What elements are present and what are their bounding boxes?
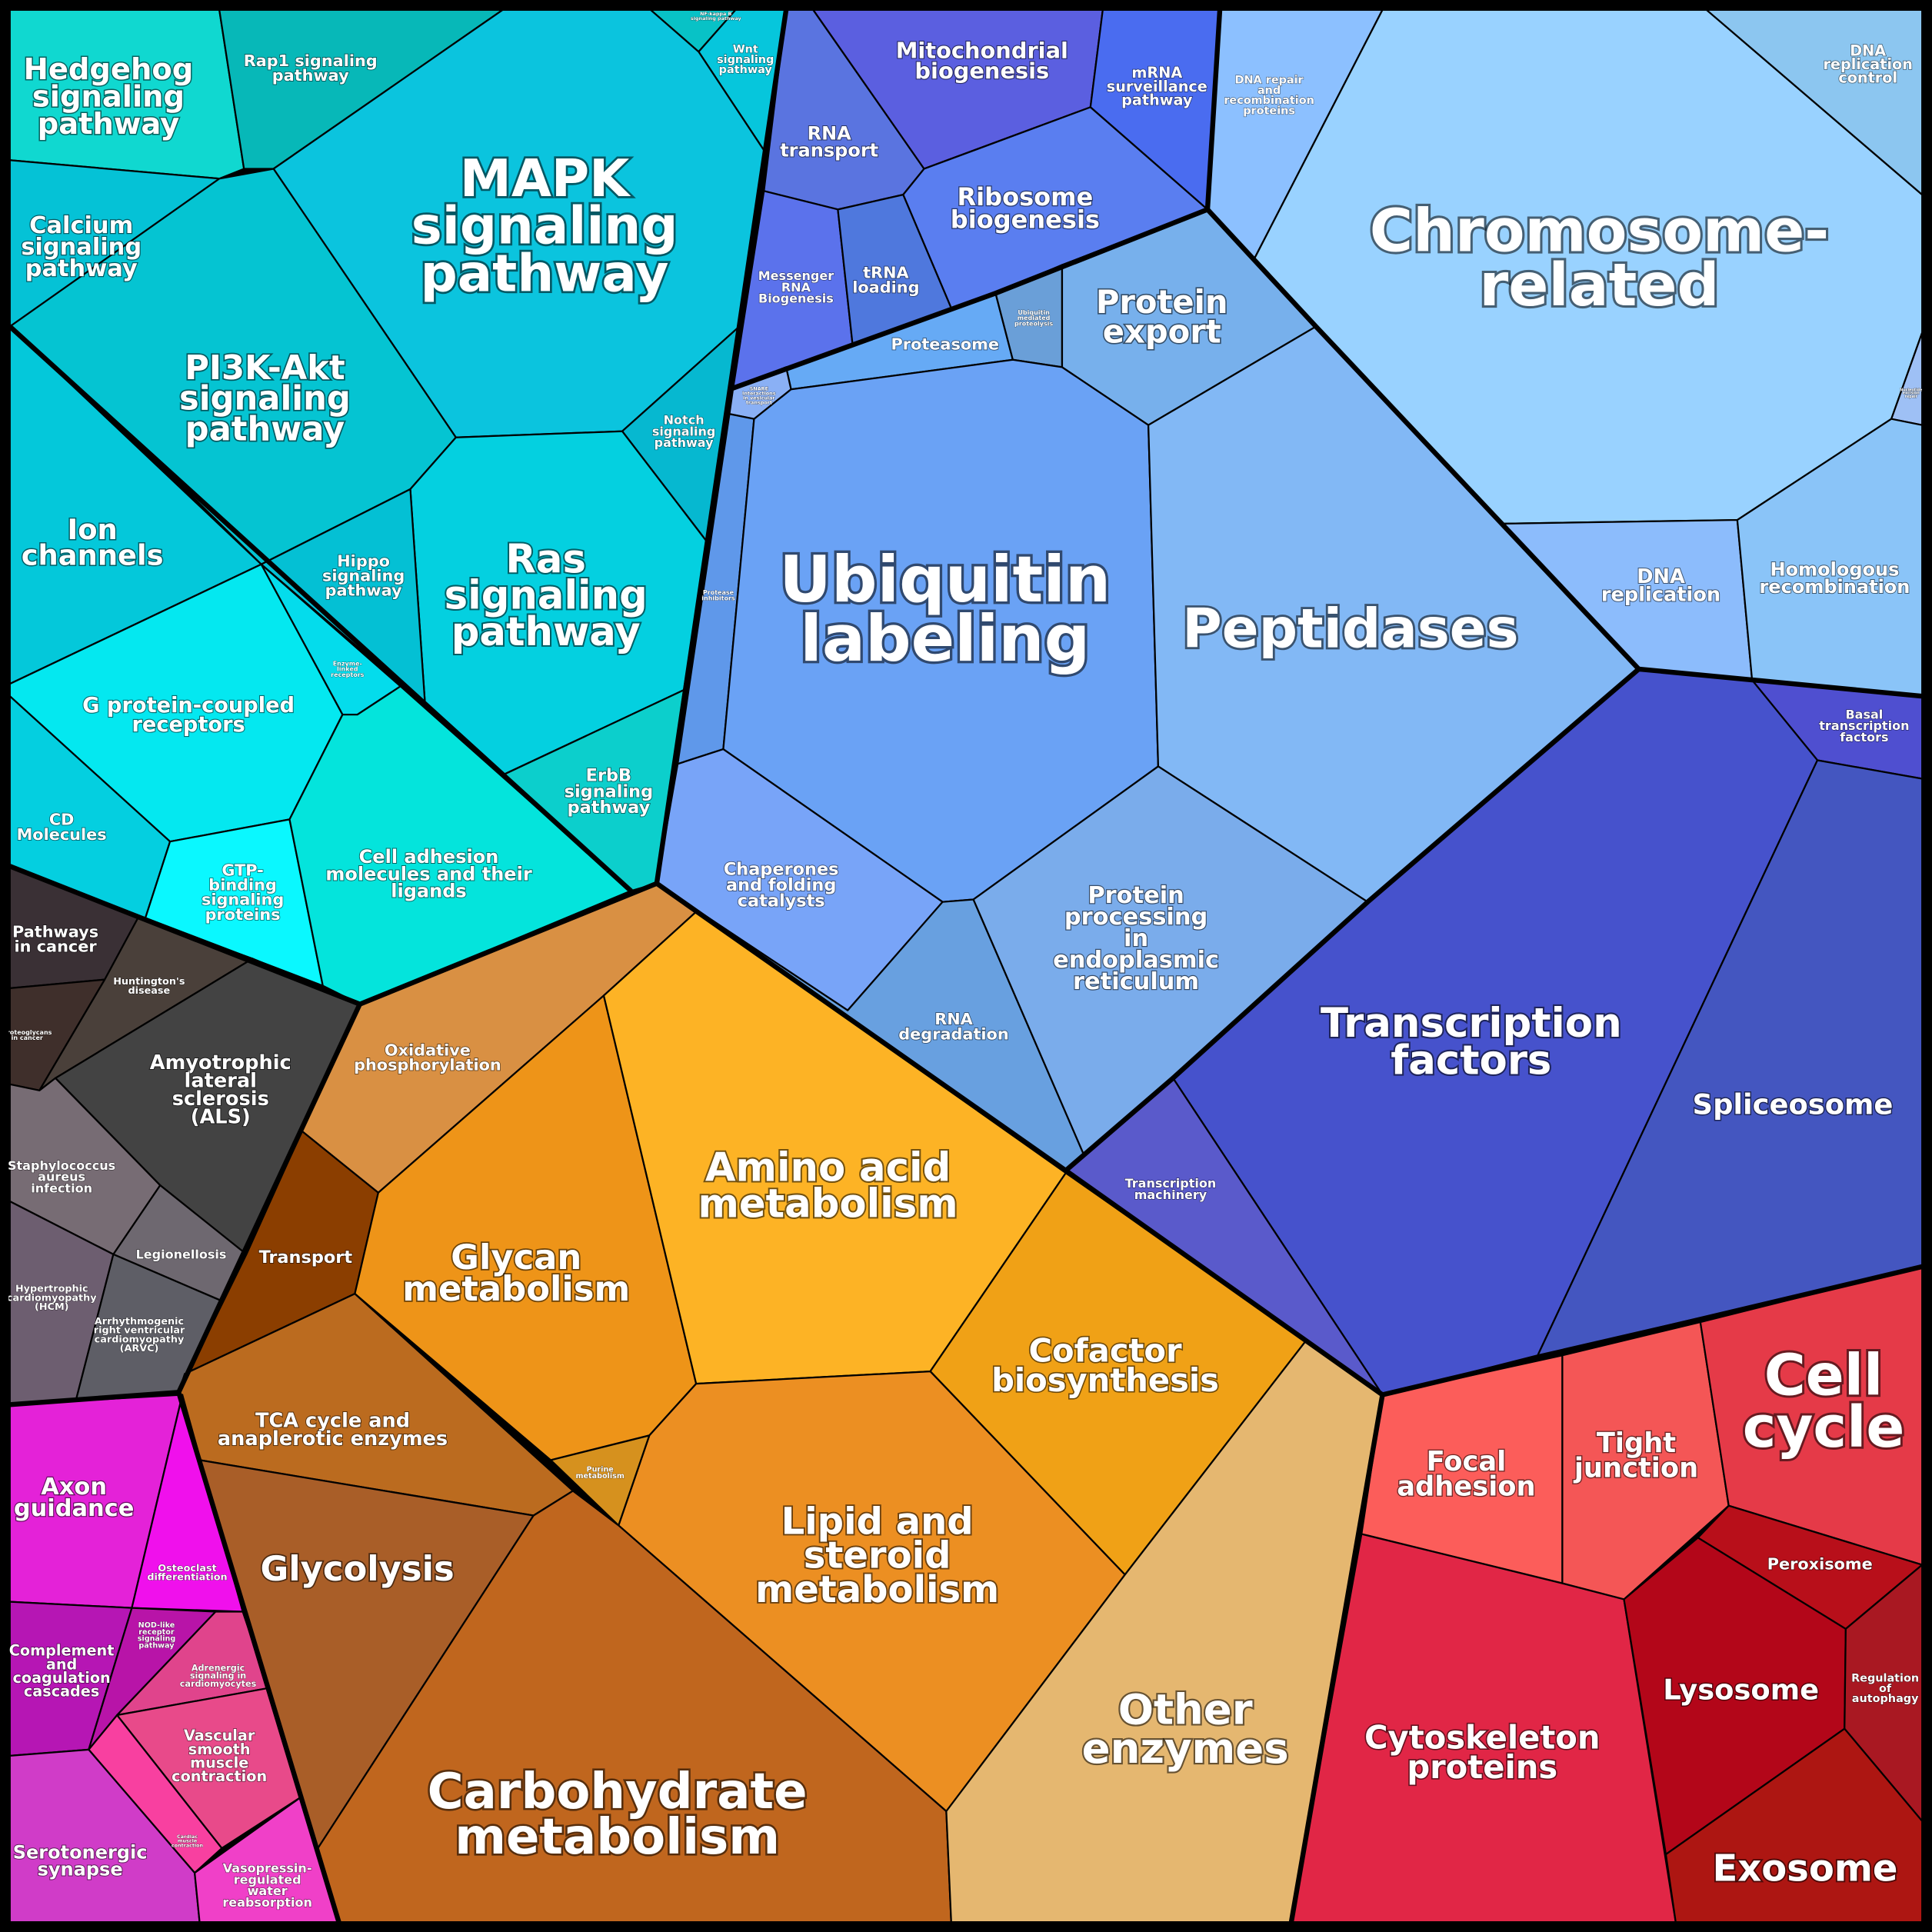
group-border — [1204, 7, 1641, 672]
group-border — [7, 1390, 182, 1407]
group-border — [1288, 1392, 1385, 1925]
cell-hedgehog[interactable] — [8, 8, 245, 180]
cell-hippo[interactable] — [260, 488, 426, 706]
group-border — [7, 324, 634, 894]
group-border — [7, 864, 1925, 1397]
group-border — [654, 7, 789, 886]
cells-layer — [8, 8, 1924, 1924]
cell-homrec[interactable] — [1736, 418, 1924, 698]
cell-tight[interactable] — [1561, 1321, 1730, 1601]
group-border — [1063, 666, 1925, 1174]
cell-purine[interactable] — [549, 1434, 651, 1527]
group-borders — [7, 7, 1925, 1925]
cell-exosome[interactable] — [1664, 1727, 1924, 1924]
cell-dnarepctrl[interactable] — [1705, 8, 1924, 196]
group-border — [731, 207, 1211, 391]
